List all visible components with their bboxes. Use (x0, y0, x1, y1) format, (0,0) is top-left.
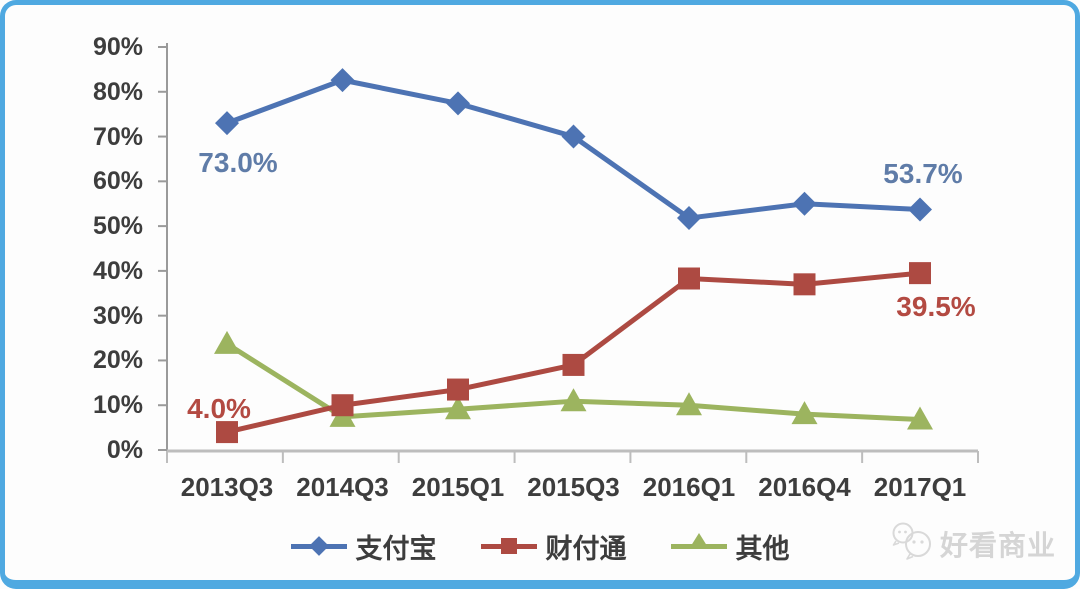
y-tick-label: 50% (92, 212, 143, 241)
legend: 支付宝 财付通 其他 (0, 527, 1080, 565)
y-tick-label: 60% (92, 167, 143, 196)
y-axis-labels: 90% 80% 70% 60% 50% 40% 30% 20% 10% 0% (60, 0, 143, 589)
legend-item-alipay: 支付宝 (290, 527, 437, 566)
legend-label: 其他 (735, 533, 790, 564)
x-axis-labels: 2013Q3 2014Q3 2015Q1 2015Q3 2016Q1 2016Q4 2017… (0, 471, 1080, 511)
legend-item-others: 其他 (670, 527, 790, 566)
x-tick-label: 2013Q3 (180, 472, 274, 502)
triangle-marker-icon (670, 532, 727, 549)
y-tick-label: 80% (92, 77, 143, 106)
legend-label: 财付通 (545, 533, 627, 564)
x-tick-label: 2016Q4 (758, 472, 851, 502)
wechat-icon (889, 520, 935, 567)
x-tick-label: 2016Q1 (642, 472, 736, 502)
watermark-text: 好看商业 (939, 529, 1056, 561)
x-tick-label: 2015Q1 (411, 472, 505, 502)
y-tick-label: 20% (92, 346, 143, 375)
y-tick-label: 40% (92, 256, 143, 285)
y-tick-label: 10% (92, 391, 143, 420)
diamond-marker-icon (290, 535, 347, 556)
y-tick-label: 0% (106, 436, 143, 464)
y-tick-label: 90% (92, 33, 143, 61)
x-tick-label: 2015Q3 (527, 472, 620, 502)
y-tick-label: 70% (92, 122, 143, 151)
square-marker-icon (480, 537, 537, 554)
x-tick-label: 2014Q3 (296, 472, 389, 502)
legend-item-tenpay: 财付通 (480, 527, 627, 566)
watermark: 好看商业 (889, 520, 1056, 567)
y-tick-label: 30% (92, 301, 143, 330)
x-tick-label: 2017Q1 (873, 472, 967, 502)
legend-label: 支付宝 (355, 533, 437, 564)
